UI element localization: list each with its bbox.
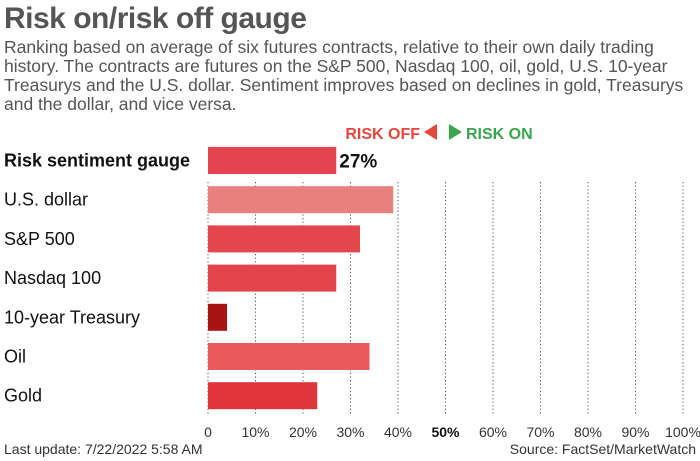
x-tick-label: 40% <box>384 424 412 440</box>
bars <box>208 147 394 410</box>
x-tick-label: 100% <box>665 424 700 440</box>
category-label: S&P 500 <box>4 229 75 249</box>
category-label: Oil <box>4 347 26 367</box>
category-labels: Risk sentiment gauge U.S. dollar S&P 500 Na… <box>4 151 190 406</box>
x-tick-label: 70% <box>526 424 554 440</box>
x-tick-label: 80% <box>574 424 602 440</box>
category-label: Nasdaq 100 <box>4 268 101 288</box>
category-label: Risk sentiment gauge <box>4 151 190 171</box>
x-tick-label: 10% <box>241 424 269 440</box>
last-update: Last update: 7/22/2022 5:58 AM <box>4 441 203 457</box>
bar <box>208 264 337 292</box>
bar <box>208 303 227 331</box>
risk-on-arrow-icon <box>449 124 462 140</box>
category-label: Gold <box>4 386 42 406</box>
category-label: U.S. dollar <box>4 190 88 210</box>
x-tick-label: 90% <box>621 424 649 440</box>
chart-title: Risk on/risk off gauge <box>4 2 307 35</box>
x-tick-label: 60% <box>479 424 507 440</box>
x-tick-label: 50% <box>431 424 460 440</box>
bar <box>208 343 370 370</box>
bar <box>208 147 337 174</box>
source: Source: FactSet/MarketWatch <box>509 441 696 457</box>
grid <box>207 182 684 414</box>
legend-risk-off: RISK OFF <box>345 126 420 143</box>
category-label: 10-year Treasury <box>4 307 140 327</box>
x-tick-label: 0 <box>204 424 212 440</box>
legend-risk-on: RISK ON <box>466 126 533 143</box>
data-label: 27% <box>339 152 377 173</box>
x-tick-label: 20% <box>289 424 317 440</box>
bar <box>208 225 360 253</box>
x-axis-ticks: 0 10% 20% 30% 40% 50% 60% 70% 80% 90% 100% <box>204 424 700 440</box>
data-labels: 27% <box>339 152 377 173</box>
bar <box>208 382 318 410</box>
risk-off-arrow-icon <box>424 124 437 140</box>
x-tick-label: 30% <box>336 424 364 440</box>
chart-subtitle: Ranking based on average of six futures … <box>4 37 684 114</box>
bar <box>208 186 394 214</box>
legend: RISK OFF RISK ON <box>345 124 533 143</box>
